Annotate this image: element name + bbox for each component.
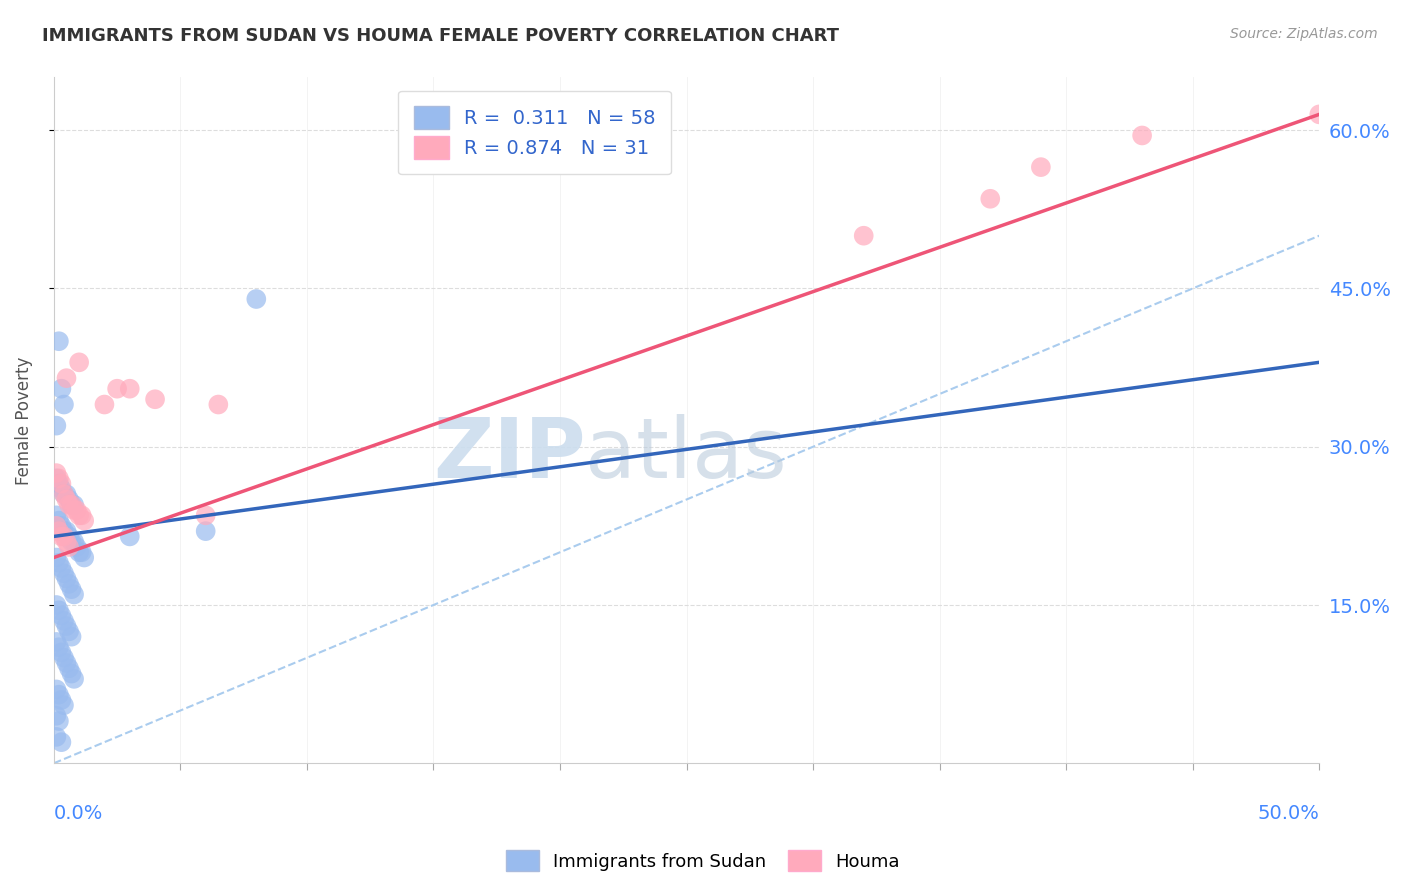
Point [48, 556, 70, 570]
Point [48, 471, 70, 485]
Point [45, 508, 67, 523]
Point [51, 608, 73, 623]
Point [70, 545, 93, 559]
Point [67, 355, 90, 369]
Point [48, 514, 70, 528]
Point [52, 524, 75, 538]
Point [60, 498, 83, 512]
Point [48, 603, 70, 617]
Point [55, 487, 77, 501]
Point [52, 614, 75, 628]
Point [73, 514, 96, 528]
Point [52, 650, 75, 665]
Point [52, 487, 75, 501]
Point [143, 392, 166, 407]
Point [52, 487, 75, 501]
Point [45, 682, 67, 697]
Point [118, 529, 141, 543]
Point [58, 661, 80, 675]
Point [52, 698, 75, 713]
Point [194, 524, 217, 538]
Point [51, 476, 73, 491]
Point [60, 534, 83, 549]
Point [70, 508, 93, 523]
Point [63, 672, 86, 686]
Point [45, 708, 67, 723]
Point [245, 292, 267, 306]
Point [65, 503, 87, 517]
Point [63, 498, 86, 512]
Point [51, 482, 73, 496]
Point [48, 476, 70, 491]
Point [58, 624, 80, 639]
Point [194, 508, 217, 523]
Point [58, 540, 80, 554]
Point [45, 635, 67, 649]
Legend: Immigrants from Sudan, Houma: Immigrants from Sudan, Houma [499, 843, 907, 879]
Text: IMMIGRANTS FROM SUDAN VS HOUMA FEMALE POVERTY CORRELATION CHART: IMMIGRANTS FROM SUDAN VS HOUMA FEMALE PO… [42, 27, 839, 45]
Point [45, 466, 67, 480]
Point [48, 640, 70, 655]
Point [55, 492, 77, 507]
Point [45, 730, 67, 744]
Point [105, 382, 128, 396]
Point [55, 572, 77, 586]
Point [45, 471, 67, 485]
Point [52, 398, 75, 412]
Point [65, 540, 87, 554]
Point [1029, 160, 1052, 174]
Text: atlas: atlas [585, 414, 787, 495]
Y-axis label: Female Poverty: Female Poverty [15, 356, 32, 484]
Point [55, 656, 77, 670]
Point [73, 550, 96, 565]
Point [63, 503, 86, 517]
Point [45, 598, 67, 612]
Point [1308, 107, 1330, 121]
Point [55, 619, 77, 633]
Point [58, 577, 80, 591]
Point [48, 688, 70, 702]
Point [852, 228, 875, 243]
Point [118, 382, 141, 396]
Point [63, 587, 86, 601]
Text: 0.0%: 0.0% [53, 805, 103, 823]
Point [67, 545, 90, 559]
Point [48, 524, 70, 538]
Point [60, 630, 83, 644]
Point [207, 398, 229, 412]
Point [979, 192, 1001, 206]
Point [51, 645, 73, 659]
Point [58, 492, 80, 507]
Point [45, 519, 67, 533]
Point [60, 498, 83, 512]
Legend: R =  0.311   N = 58, R = 0.874   N = 31: R = 0.311 N = 58, R = 0.874 N = 31 [398, 91, 671, 175]
Point [60, 582, 83, 597]
Point [51, 693, 73, 707]
Point [45, 418, 67, 433]
Text: 50.0%: 50.0% [1257, 805, 1319, 823]
Point [55, 524, 77, 538]
Point [55, 371, 77, 385]
Point [51, 382, 73, 396]
Point [93, 398, 115, 412]
Point [52, 529, 75, 543]
Point [63, 534, 86, 549]
Point [58, 529, 80, 543]
Text: ZIP: ZIP [433, 414, 585, 495]
Point [67, 508, 90, 523]
Point [51, 519, 73, 533]
Point [45, 550, 67, 565]
Point [51, 561, 73, 575]
Point [58, 498, 80, 512]
Point [52, 566, 75, 581]
Point [60, 666, 83, 681]
Point [48, 714, 70, 728]
Point [55, 534, 77, 549]
Point [1130, 128, 1153, 143]
Point [48, 334, 70, 349]
Text: Source: ZipAtlas.com: Source: ZipAtlas.com [1230, 27, 1378, 41]
Point [51, 735, 73, 749]
Point [51, 529, 73, 543]
